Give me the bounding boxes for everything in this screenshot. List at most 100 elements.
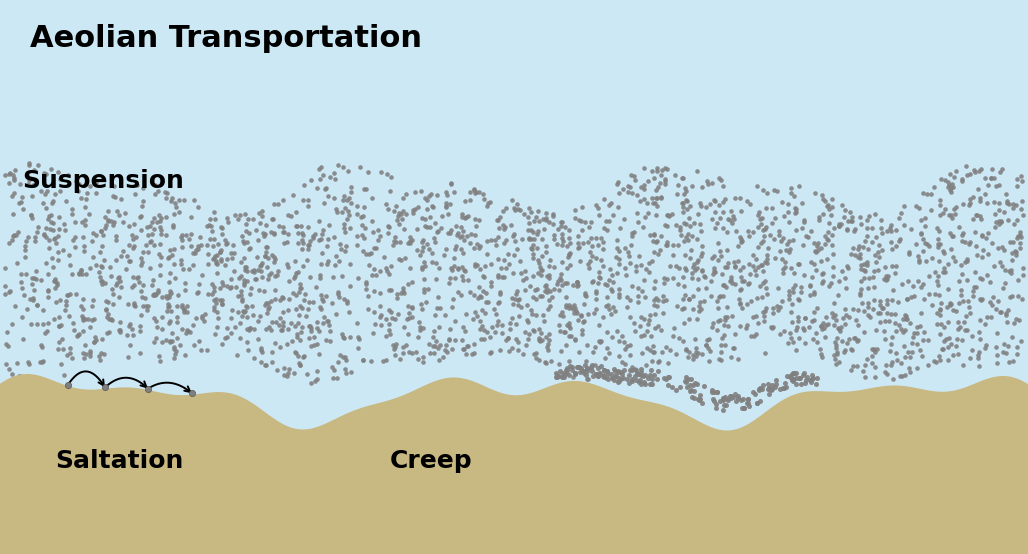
Point [811,213,828,222]
Point [36,230,52,239]
Point [917,213,933,222]
Point [206,305,222,314]
Point [175,264,191,273]
Point [139,305,155,314]
Point [1013,204,1028,213]
Point [351,335,367,344]
Point [893,358,910,367]
Point [991,206,1007,214]
Point [168,347,184,356]
Point [87,177,104,186]
Point [1000,266,1017,275]
Point [683,245,699,254]
Point [7,166,24,175]
Point [38,233,54,242]
Point [954,230,970,239]
Point [258,361,274,370]
Point [209,322,225,331]
Point [146,225,162,234]
Point [718,316,734,325]
Point [585,371,601,380]
Point [74,218,90,227]
Point [413,214,430,223]
Point [681,213,697,222]
Point [659,222,675,231]
Point [56,371,72,379]
Point [774,254,791,263]
Point [618,271,634,280]
Point [396,323,412,332]
Point [98,220,114,229]
Point [425,258,441,266]
Point [241,214,257,223]
Point [416,262,433,271]
Point [210,314,226,323]
Point [797,314,813,322]
Point [319,242,335,250]
Point [790,259,806,268]
Point [461,342,477,351]
Point [201,234,218,243]
Point [577,218,593,227]
Point [776,212,793,220]
Point [543,357,559,366]
Point [602,284,619,293]
Point [338,299,355,307]
Point [236,254,253,263]
Point [622,259,638,268]
Point [305,232,322,241]
Point [864,358,880,367]
Point [153,253,170,262]
Point [584,277,600,286]
Point [889,356,906,365]
Point [153,293,170,302]
Point [331,257,347,265]
Point [759,189,775,198]
Point [931,304,948,313]
Point [967,211,984,219]
Point [259,262,276,271]
Point [733,238,749,247]
Point [757,232,773,241]
Point [573,311,589,320]
Point [158,189,175,198]
Point [147,181,163,189]
Point [88,260,105,269]
Point [887,241,904,250]
Point [173,341,189,350]
Point [174,301,190,310]
Point [231,333,248,342]
Point [321,220,337,229]
Point [985,293,1001,301]
Point [751,281,768,290]
Point [968,210,985,219]
Point [787,325,804,334]
Point [632,183,649,192]
Point [827,355,843,364]
Point [558,320,575,329]
Point [206,295,222,304]
Point [489,215,506,224]
Point [274,308,291,317]
Point [470,294,486,303]
Point [233,287,250,296]
Point [250,266,266,275]
Point [81,264,98,273]
Point [500,334,516,342]
Point [257,252,273,261]
Point [627,366,644,375]
Point [604,332,621,341]
Point [379,170,396,178]
Point [62,261,78,270]
Point [98,305,114,314]
Point [471,188,487,197]
Point [135,196,151,205]
Point [740,279,757,288]
Point [315,226,331,235]
Point [870,248,886,257]
Point [135,302,151,311]
Point [715,394,732,403]
Point [929,320,946,329]
Point [501,347,517,356]
Point [104,316,120,325]
